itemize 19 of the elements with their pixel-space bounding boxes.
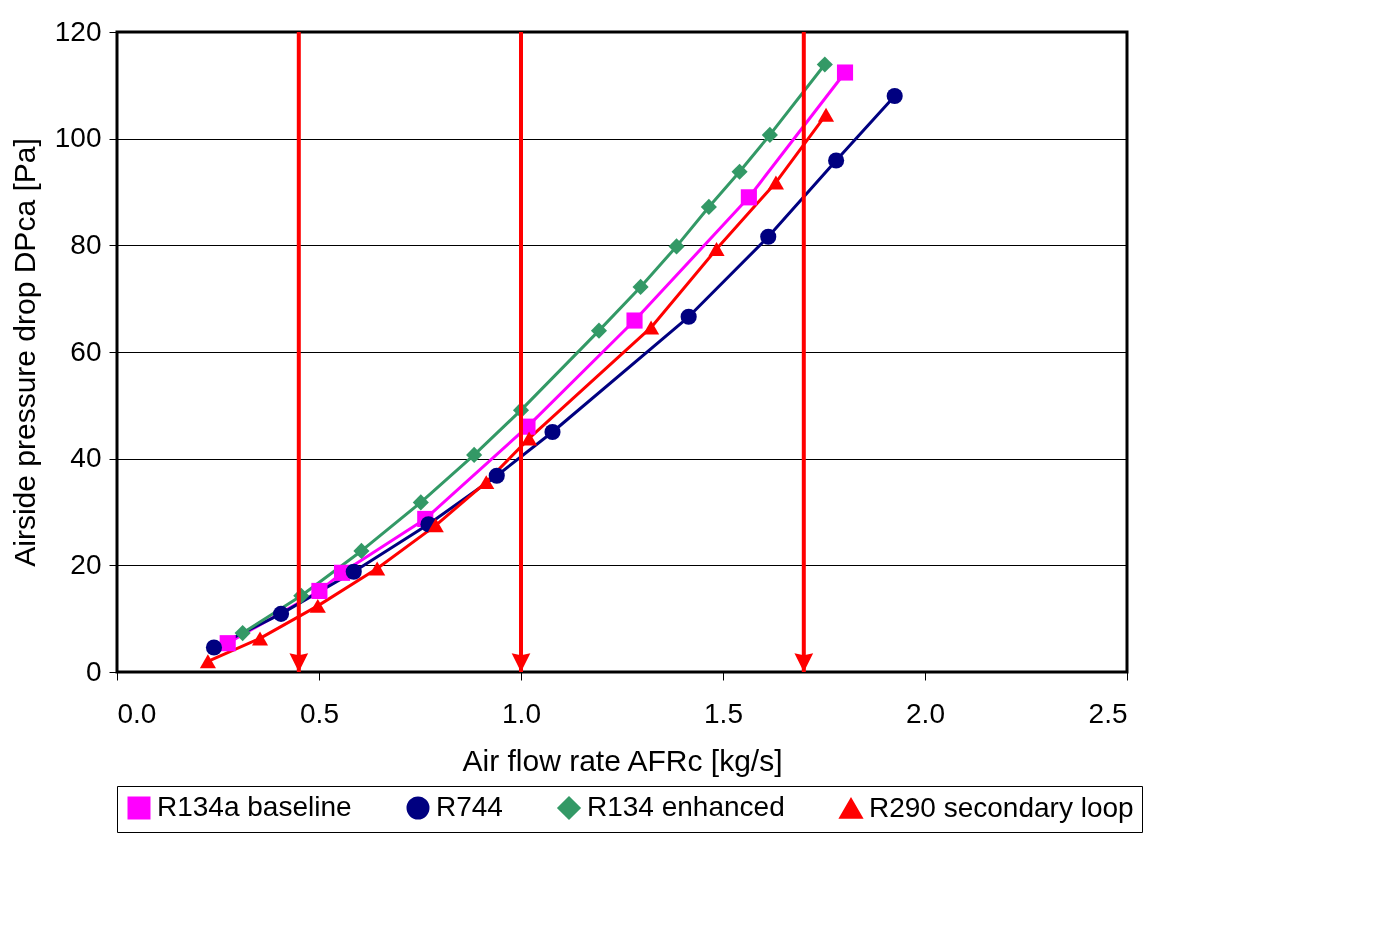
y-tick-label: 0 xyxy=(85,655,102,687)
y-tick-label: 60 xyxy=(70,335,102,367)
y-tick-label: 40 xyxy=(70,442,102,474)
x-tick-label: 2.5 xyxy=(1088,697,1128,729)
x-tick-label: 0.0 xyxy=(117,697,157,729)
legend-label: R744 xyxy=(436,791,503,822)
x-tick-label: 0.5 xyxy=(300,697,339,729)
x-tick-label: 2.0 xyxy=(906,697,945,729)
x-axis-title: Air flow rate AFRc [kg/s] xyxy=(462,743,783,777)
y-tick-label: 80 xyxy=(70,228,102,260)
y-tick-label: 100 xyxy=(54,122,102,154)
y-axis-title: Airside pressure drop DPca [Pa] xyxy=(7,138,41,567)
x-tick-label: 1.0 xyxy=(502,697,541,729)
legend-label: R290 secondary loop xyxy=(869,791,1134,823)
legend-label: R134 enhanced xyxy=(587,791,785,822)
x-tick-label: 1.5 xyxy=(704,697,743,729)
y-tick-label: 20 xyxy=(70,548,102,580)
legend-label: R134a baseline xyxy=(157,791,352,822)
y-tick-label: 120 xyxy=(54,15,102,47)
